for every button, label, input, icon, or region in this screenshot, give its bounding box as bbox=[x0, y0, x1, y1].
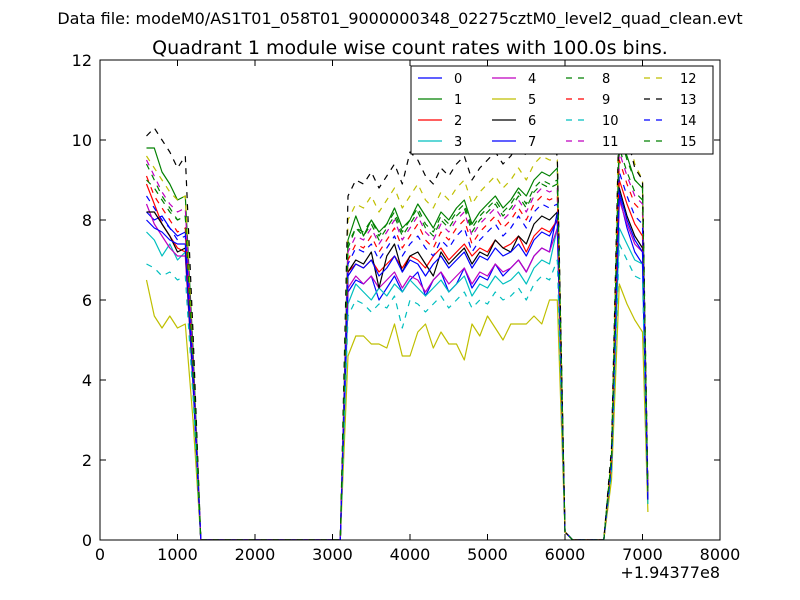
figure-suptitle: Data file: modeM0/AS1T01_058T01_90000003… bbox=[57, 9, 742, 29]
legend-label: 0 bbox=[454, 72, 462, 87]
legend-label: 6 bbox=[528, 114, 536, 129]
legend-entry-4: 4 bbox=[492, 72, 536, 87]
x-tick-label: 1000 bbox=[157, 545, 198, 564]
legend-entry-13: 13 bbox=[644, 93, 697, 108]
series-line-13 bbox=[146, 107, 649, 540]
legend-entry-9: 9 bbox=[566, 93, 610, 108]
legend-label: 13 bbox=[680, 93, 697, 108]
x-tick-label: 8000 bbox=[700, 545, 741, 564]
legend-entry-1: 1 bbox=[418, 93, 462, 108]
legend-label: 8 bbox=[602, 72, 610, 87]
x-offset-label: +1.94377e8 bbox=[620, 563, 720, 582]
legend-entry-10: 10 bbox=[566, 114, 619, 129]
legend-label: 7 bbox=[528, 135, 536, 150]
legend-label: 15 bbox=[680, 135, 697, 150]
x-tick-label: 3000 bbox=[312, 545, 353, 564]
x-tick-label: 0 bbox=[95, 545, 105, 564]
legend-entry-12: 12 bbox=[644, 72, 697, 87]
x-tick-label: 6000 bbox=[545, 545, 586, 564]
series-line-14 bbox=[145, 171, 649, 540]
x-tick-label: 5000 bbox=[467, 545, 508, 564]
legend-label: 1 bbox=[454, 93, 462, 108]
legend-label: 10 bbox=[602, 114, 619, 129]
y-tick-label: 10 bbox=[72, 131, 92, 150]
x-tick-label: 7000 bbox=[622, 545, 663, 564]
chart-title: Quadrant 1 module wise count rates with … bbox=[152, 37, 668, 59]
legend-entry-3: 3 bbox=[418, 135, 462, 150]
legend-entry-8: 8 bbox=[566, 72, 610, 87]
x-tick-label: 2000 bbox=[235, 545, 276, 564]
legend-entry-0: 0 bbox=[418, 72, 462, 87]
legend-entry-7: 7 bbox=[492, 135, 536, 150]
legend-entry-5: 5 bbox=[492, 93, 536, 108]
y-tick-label: 2 bbox=[82, 451, 92, 470]
legend-entry-2: 2 bbox=[418, 114, 462, 129]
legend-label: 9 bbox=[602, 93, 610, 108]
legend-entry-6: 6 bbox=[492, 114, 536, 129]
y-tick-label: 0 bbox=[82, 531, 92, 550]
legend-label: 4 bbox=[528, 72, 536, 87]
series-line-11 bbox=[145, 151, 649, 540]
legend-label: 5 bbox=[528, 93, 536, 108]
y-tick-label: 12 bbox=[72, 51, 92, 70]
legend-label: 14 bbox=[680, 114, 697, 129]
legend-label: 3 bbox=[454, 135, 462, 150]
x-tick-label: 4000 bbox=[390, 545, 431, 564]
tick-layer: 0 1000 2000 3000 4000 5000 6000 7000 80000246810… bbox=[72, 51, 741, 564]
legend-label: 12 bbox=[680, 72, 697, 87]
y-tick-label: 6 bbox=[82, 291, 92, 310]
series-layer bbox=[145, 95, 649, 540]
y-tick-label: 8 bbox=[82, 211, 92, 230]
legend-entry-11: 11 bbox=[566, 135, 619, 150]
legend-box bbox=[410, 65, 714, 155]
legend-label: 2 bbox=[454, 114, 462, 129]
series-line-15 bbox=[146, 131, 649, 540]
legend-label: 11 bbox=[602, 135, 619, 150]
legend-entry-14: 14 bbox=[644, 114, 697, 129]
legend-entry-15: 15 bbox=[644, 135, 697, 150]
y-tick-label: 4 bbox=[82, 371, 92, 390]
